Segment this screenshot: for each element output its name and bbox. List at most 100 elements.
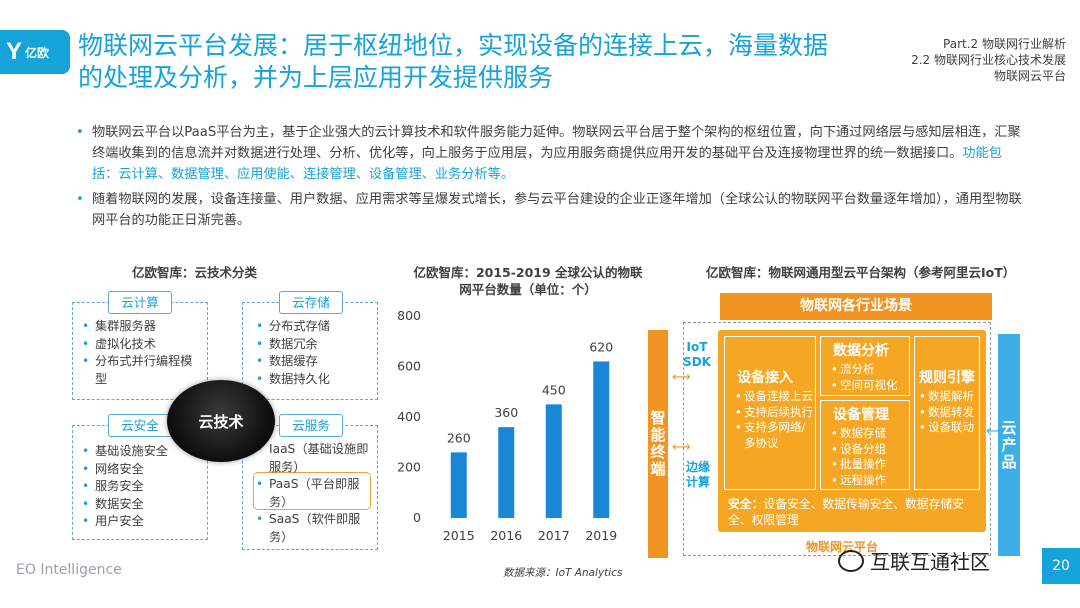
rule-engine-title: 规则引擎 [919, 370, 975, 386]
wechat-account: 互联互通社区 [870, 550, 990, 574]
bullet-2: 随着物联网的发展，设备连接量、用户数据、应用需求等呈爆发式增长，参与云平台建设的… [76, 189, 1026, 231]
arrow-left-right-icon: ⟷ [986, 424, 1005, 439]
list-item: 数据转发 [919, 405, 979, 421]
intro-bullets: 物联网云平台以PaaS平台为主，基于企业强大的云计算技术和软件服务能力延伸。物联… [76, 122, 1026, 235]
data-analysis-title: 数据分析 [833, 343, 889, 359]
bar-value-label: 450 [542, 382, 566, 397]
security-text: 设备安全、数据传输安全、数据存储安全、权限管理 [728, 497, 964, 527]
bar-value-label: 360 [494, 405, 518, 420]
list-item: PaaS（平台即服务） [256, 476, 371, 511]
industry-scenes-bar: 物联网各行业场景 [720, 293, 992, 320]
list-item: 空间可视化 [831, 378, 909, 394]
logo-text: 亿欧 [25, 45, 50, 60]
breadcrumb-part: Part.2 物联网行业解析 [943, 37, 1066, 51]
bar-2015 [450, 452, 467, 518]
list-item: 支持后续执行 [735, 405, 815, 421]
list-item: 分布式存储 [256, 318, 371, 336]
cloud-computing-list: 集群服务器 虚拟化技术 分布式并行编程模型 [82, 318, 202, 388]
data-source: 数据来源：IoT Analytics [503, 567, 623, 579]
security-row: 安全：设备安全、数据传输安全、数据存储安全、权限管理 [728, 496, 982, 528]
y-tick-label: 200 [397, 460, 421, 475]
y-tick-label: 0 [413, 510, 421, 525]
eo-logo: Y 亿欧 [0, 30, 70, 74]
breadcrumb-topic: 物联网云平台 [993, 69, 1066, 83]
list-item: 数据存储 [831, 426, 909, 442]
security-label: 安全： [728, 497, 764, 511]
x-category-label: 2015 [443, 528, 475, 543]
list-item: 集群服务器 [82, 318, 202, 336]
arch-title: 亿欧智库：物联网通用型云平台架构（参考阿里云IoT） [706, 265, 1016, 280]
x-category-label: 2016 [490, 528, 522, 543]
arrow-left-right-icon: ⟷ [672, 370, 691, 385]
list-item: SaaS（软件即服务） [256, 511, 371, 546]
cloud-product-bar: 云产品 [998, 334, 1020, 556]
footer-brand: EO Intelligence [16, 562, 122, 578]
list-item: 网络安全 [82, 461, 202, 479]
x-category-label: 2017 [538, 528, 570, 543]
rule-engine-box: 规则引擎 数据解析 数据转发 设备联动 [914, 336, 980, 490]
list-item: IaaS（基础设施即服务） [256, 441, 371, 476]
cloud-service-list: IaaS（基础设施即服务） PaaS（平台即服务） SaaS（软件即服务） [256, 441, 371, 546]
bullet-1: 物联网云平台以PaaS平台为主，基于企业强大的云计算技术和软件服务能力延伸。物联… [76, 122, 1026, 185]
list-item: 数据安全 [82, 496, 202, 514]
bar-2016 [498, 427, 515, 518]
device-mgmt-list: 数据存储 设备分组 批量操作 远程操作 [821, 426, 909, 488]
list-item: 支持多网络/多协议 [735, 420, 815, 451]
cloud-security-list: 基础设施安全 网络安全 服务安全 数据安全 用户安全 [82, 443, 202, 531]
page-title: 物联网云平台发展：居于枢纽地位，实现设备的连接上云，海量数据的处理及分析，并为上… [78, 31, 829, 92]
cloud-security-tag: 云安全 [108, 414, 172, 437]
logo-mark: Y [6, 38, 23, 65]
y-tick-label: 800 [397, 308, 421, 323]
bullet-1-text: 物联网云平台以PaaS平台为主，基于企业强大的云计算技术和软件服务能力延伸。物联… [92, 125, 1021, 161]
edge-computing-label: 边缘计算 [685, 460, 710, 489]
bar-2017 [545, 404, 562, 518]
rule-engine-list: 数据解析 数据转发 设备联动 [915, 389, 979, 436]
list-item: 流分析 [831, 362, 909, 378]
list-item: 服务安全 [82, 478, 202, 496]
chart-title: 亿欧智库：2015-2019 全球公认的物联网平台数量（单位：个） [413, 265, 643, 297]
bar-2019 [593, 361, 610, 518]
iot-sdk-label: IoT SDK [683, 340, 711, 369]
list-item: 设备连接上云 [735, 389, 815, 405]
device-access-list: 设备连接上云 支持后续执行 支持多网络/多协议 [725, 389, 815, 451]
device-access-box: 设备接入 设备连接上云 支持后续执行 支持多网络/多协议 [724, 336, 816, 490]
iot-cloud-platform-label: 物联网云平台 [806, 540, 879, 554]
data-analysis-list: 流分析 空间可视化 [821, 362, 909, 393]
list-item: 虚拟化技术 [82, 336, 202, 354]
cloud-storage-tag: 云存储 [279, 291, 343, 314]
list-item: 数据缓存 [256, 353, 371, 371]
platform-count-chart: 0 200 400 600 800 260 2015 360 2016 450 2017 620 20… [397, 308, 617, 543]
list-item: 数据冗余 [256, 336, 371, 354]
cloud-service-tag: 云服务 [279, 414, 343, 437]
bullet-1-highlight: 功能包括：云计算、数据管理、应用使能、连接管理、设备管理、业务分析等。 [92, 146, 1002, 182]
list-item: 基础设施安全 [82, 443, 202, 461]
y-tick-label: 400 [397, 409, 421, 424]
list-item: 分布式并行编程模型 [82, 353, 202, 388]
list-item: 设备分组 [831, 442, 909, 458]
device-access-title: 设备接入 [737, 370, 793, 386]
smart-terminal-bar: 智能终端 [648, 330, 668, 558]
x-category-label: 2019 [585, 528, 617, 543]
wechat-watermark: 互联互通社区 [838, 546, 990, 575]
cloud-tech-hub: 云技术 [167, 380, 275, 462]
device-mgmt-box: 设备管理 数据存储 设备分组 批量操作 远程操作 [820, 400, 910, 490]
page-number: 20 [1042, 548, 1080, 584]
cloud-section-title: 亿欧智库：云技术分类 [132, 265, 258, 280]
cloud-storage-list: 分布式存储 数据冗余 数据缓存 数据持久化 [256, 318, 371, 388]
bar-value-label: 260 [447, 430, 471, 445]
arrow-left-right-icon: ⟷ [672, 440, 691, 455]
arch-outer-frame [683, 322, 991, 556]
breadcrumb-section: 2.2 物联网行业核心技术发展 [911, 53, 1066, 67]
list-item: 批量操作 [831, 457, 909, 473]
cloud-computing-tag: 云计算 [108, 291, 172, 314]
list-item: 设备联动 [919, 420, 979, 436]
list-item: 数据持久化 [256, 371, 371, 389]
device-mgmt-title: 设备管理 [833, 407, 889, 423]
list-item: 远程操作 [831, 473, 909, 489]
list-item: 用户安全 [82, 513, 202, 531]
breadcrumb: Part.2 物联网行业解析 2.2 物联网行业核心技术发展 物联网云平台 [911, 36, 1066, 84]
y-tick-label: 600 [397, 359, 421, 374]
wechat-icon [838, 549, 864, 572]
list-item: 数据解析 [919, 389, 979, 405]
bar-value-label: 620 [589, 339, 613, 354]
